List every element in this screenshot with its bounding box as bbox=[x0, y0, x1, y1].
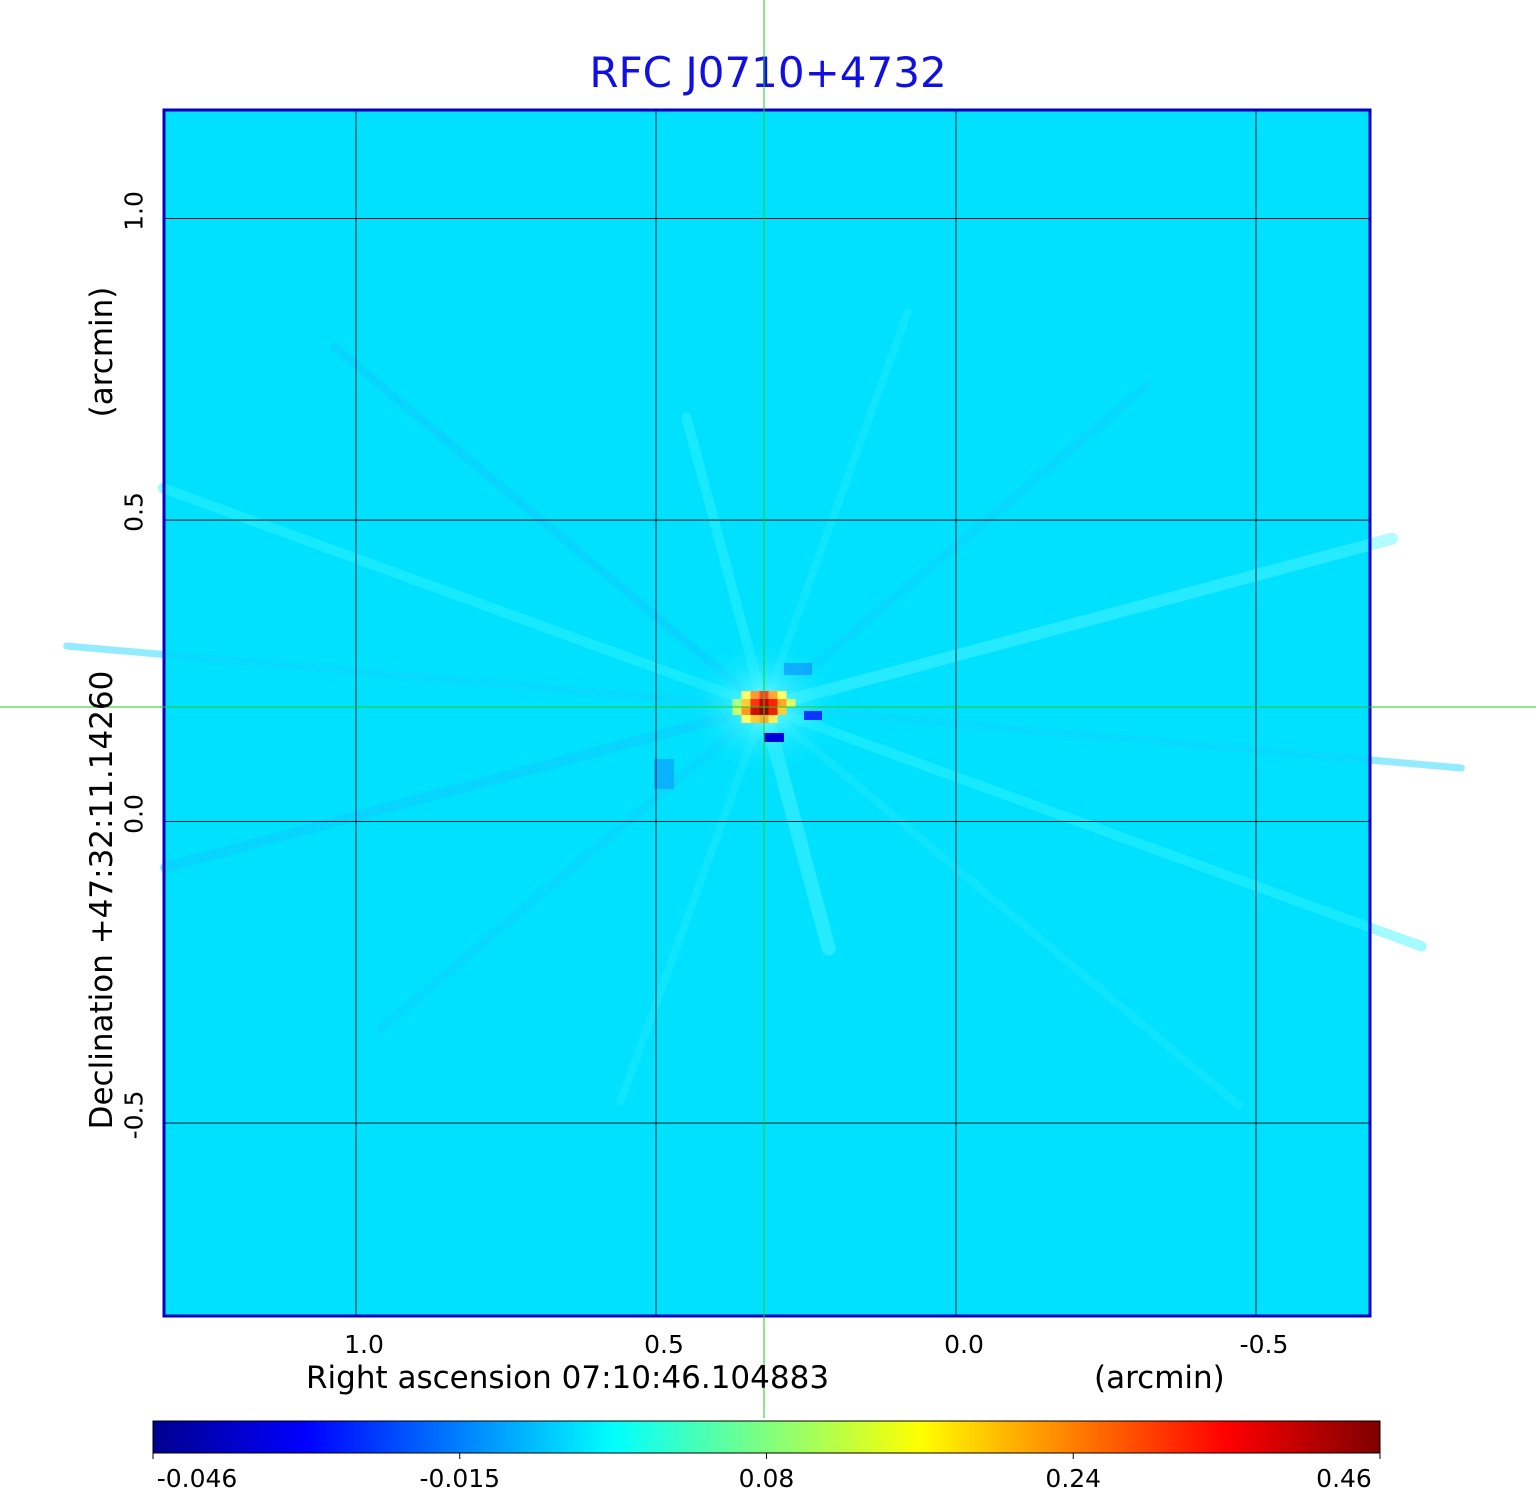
y-tick-label: 0.5 bbox=[119, 492, 149, 532]
source-pixel bbox=[741, 706, 751, 715]
x-axis-label: Right ascension 07:10:46.104883 bbox=[306, 1360, 830, 1396]
source-pixel bbox=[732, 698, 742, 707]
x-tick-label: 1.0 bbox=[344, 1330, 384, 1359]
sidelobe-streak bbox=[331, 343, 768, 711]
source-pixel bbox=[768, 698, 778, 707]
source-pixel bbox=[768, 706, 778, 715]
sidelobe-streak bbox=[63, 642, 768, 711]
x-tick-label: 0.0 bbox=[944, 1330, 984, 1359]
source-pixel bbox=[741, 690, 751, 699]
negative-pixel bbox=[654, 758, 674, 789]
colorbar-tick-label: -0.015 bbox=[419, 1464, 501, 1493]
sidelobe-streak bbox=[160, 701, 769, 873]
colorbar-tick-label: -0.046 bbox=[156, 1464, 238, 1493]
source-pixel bbox=[750, 714, 760, 723]
source-pixel bbox=[750, 706, 760, 715]
source-pixel bbox=[777, 706, 787, 715]
plot-frame bbox=[162, 108, 1372, 1318]
y-axis-label: Declination +47:32:11.14260 bbox=[84, 670, 120, 1130]
chart-title: RFC J0710+4732 bbox=[589, 48, 947, 97]
y-tick-label: -0.5 bbox=[119, 1090, 149, 1140]
source-pixel bbox=[777, 698, 787, 707]
sidelobe-streak bbox=[376, 702, 768, 1033]
sidelobe-streak bbox=[157, 483, 769, 712]
y-axis-unit: (arcmin) bbox=[84, 286, 120, 418]
negative-pixel bbox=[804, 710, 822, 720]
source-pixel bbox=[750, 698, 760, 707]
negative-pixel bbox=[764, 732, 784, 742]
source-pixel bbox=[777, 690, 787, 699]
x-tick-label: -0.5 bbox=[1239, 1330, 1289, 1359]
colorbar-tick-label: 0.08 bbox=[738, 1464, 795, 1493]
negative-pixel bbox=[784, 662, 812, 675]
y-tick-label: 1.0 bbox=[119, 190, 149, 231]
source-pixel bbox=[786, 698, 796, 707]
colorbar-tick-label: 0.46 bbox=[1316, 1464, 1372, 1493]
sidelobe-streak bbox=[758, 532, 1398, 713]
sidelobe-streak bbox=[760, 381, 1152, 711]
x-axis-unit: (arcmin) bbox=[1094, 1360, 1225, 1396]
x-tick-label: 0.5 bbox=[644, 1330, 684, 1359]
source-pixel bbox=[732, 706, 742, 715]
sidelobe-streak bbox=[760, 703, 1465, 772]
source-pixel bbox=[768, 714, 778, 723]
colorbar bbox=[152, 1420, 1381, 1454]
source-pixel bbox=[768, 690, 778, 699]
source-pixel bbox=[741, 714, 751, 723]
source-pixel bbox=[741, 698, 751, 707]
colorbar-tick-label: 0.24 bbox=[1045, 1464, 1102, 1493]
sidelobe-streak bbox=[759, 701, 1427, 952]
y-tick-label: 0.0 bbox=[119, 793, 149, 834]
sidelobe-streak bbox=[760, 702, 1243, 1110]
source-pixel bbox=[750, 690, 760, 699]
